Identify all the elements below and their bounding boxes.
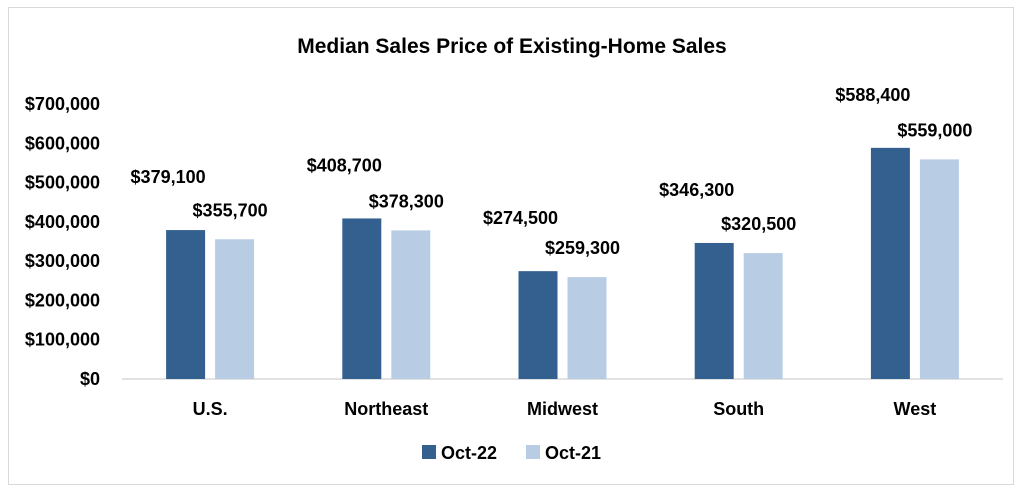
bar-oct-21 — [920, 159, 959, 379]
data-label: $320,500 — [721, 214, 796, 234]
data-label: $355,700 — [193, 200, 268, 220]
bar-oct-21 — [215, 239, 254, 379]
data-label: $274,500 — [483, 208, 558, 228]
chart-title: Median Sales Price of Existing-Home Sale… — [297, 35, 727, 58]
legend-label: Oct-22 — [441, 443, 497, 463]
x-tick-label: Midwest — [527, 399, 598, 419]
data-label: $378,300 — [369, 191, 444, 211]
category-labels-group: U.S. Northeast Midwest South West — [193, 399, 937, 419]
y-tick-label: $200,000 — [25, 290, 100, 310]
data-label: $379,100 — [131, 167, 206, 187]
legend-swatch — [526, 445, 540, 459]
x-tick-label: Northeast — [344, 399, 428, 419]
data-label: $346,300 — [659, 180, 734, 200]
data-label: $559,000 — [897, 120, 972, 140]
y-tick-label: $300,000 — [25, 251, 100, 271]
bar-oct-22 — [871, 148, 910, 379]
data-labels-group: $379,100 $355,700 $408,700 $378,300 $274,500… — [131, 85, 973, 258]
data-label: $408,700 — [307, 155, 382, 175]
y-tick-label: $0 — [80, 369, 100, 389]
y-tick-label: $400,000 — [25, 212, 100, 232]
data-label: $259,300 — [545, 238, 620, 258]
bar-oct-21 — [744, 253, 783, 379]
y-tick-label: $500,000 — [25, 173, 100, 193]
bars-group — [166, 148, 959, 379]
bar-oct-22 — [166, 230, 205, 379]
y-axis-ticks: $0 $100,000 $200,000 $300,000 $400,000 $500,0… — [25, 94, 100, 389]
data-label: $588,400 — [835, 85, 910, 105]
y-tick-label: $600,000 — [25, 133, 100, 153]
bar-oct-22 — [519, 271, 558, 379]
x-tick-label: U.S. — [193, 399, 228, 419]
bar-oct-22 — [695, 243, 734, 379]
x-tick-label: West — [894, 399, 937, 419]
bar-chart: Median Sales Price of Existing-Home Sale… — [0, 0, 1024, 495]
legend-swatch — [422, 445, 436, 459]
y-tick-label: $100,000 — [25, 330, 100, 350]
bar-oct-22 — [342, 218, 381, 379]
x-tick-label: South — [713, 399, 764, 419]
legend-label: Oct-21 — [545, 443, 601, 463]
y-tick-label: $700,000 — [25, 94, 100, 114]
bar-oct-21 — [568, 277, 607, 379]
bar-oct-21 — [391, 230, 430, 379]
legend: Oct-22 Oct-21 — [422, 443, 601, 463]
